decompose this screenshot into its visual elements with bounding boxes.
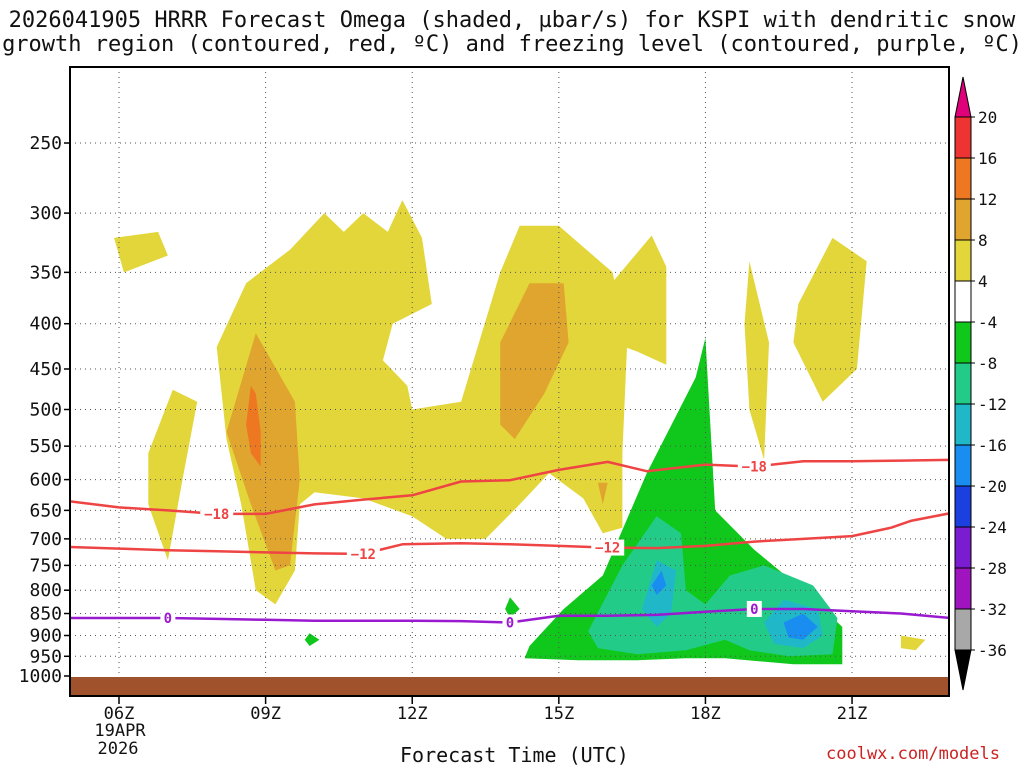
colorbar-label-4: 8	[978, 231, 988, 250]
contour-label--12-2: −12	[595, 541, 620, 557]
contour-label-bg--18-2	[737, 458, 771, 475]
contour-layer: −18 −18 −12 −12 0 0 0	[70, 458, 949, 631]
x-tick-label-18Z: 18Z	[690, 704, 721, 724]
x-tick-label-06Z: 06Z	[104, 704, 135, 724]
credit-text: coolwx.com/models	[826, 744, 1000, 764]
contour-label-0-3: 0	[750, 602, 758, 618]
contour-label-bg-0-1	[160, 610, 176, 627]
y-tick-label-600: 600	[29, 470, 62, 491]
colorbar-label-10: -20	[978, 477, 1007, 496]
y-tick-label-900: 900	[29, 625, 62, 646]
omega-region-10	[597, 482, 608, 505]
contour-label--18-1: −18	[204, 507, 229, 523]
colorbar-bin-11	[954, 526, 972, 569]
y-tick-label-650: 650	[29, 500, 62, 521]
colorbar-label-13: -32	[978, 600, 1007, 619]
colorbar-bin-6	[954, 321, 972, 364]
contour-label--12-1: −12	[351, 547, 376, 563]
omega-region-16	[641, 560, 677, 627]
x-axis: 06Z 09Z 12Z 15Z 18Z 21Z	[104, 696, 868, 724]
omega-region-6	[793, 237, 867, 402]
y-tick-label-450: 450	[29, 359, 62, 380]
omega-region-4	[602, 235, 667, 365]
y-tick-label-750: 750	[29, 555, 62, 576]
colorbar-bin-4	[954, 239, 972, 282]
chart-title-line-2: growth region (contoured, red, ºC) and f…	[2, 32, 1022, 57]
contour-label-0-2: 0	[506, 615, 514, 631]
x-tick-label-15Z: 15Z	[543, 704, 574, 724]
omega-region-1	[114, 231, 168, 273]
omega-shading-layer	[114, 200, 926, 665]
chart-title-line-1: 2026041905 HRRR Forecast Omega (shaded, …	[8, 8, 1016, 33]
colorbar-bin-8	[954, 403, 972, 446]
contour-label-bg-0-3	[746, 600, 762, 617]
contour-label-bg--12-2	[591, 539, 625, 556]
y-tick-label-550: 550	[29, 436, 62, 457]
plot-frame	[69, 66, 950, 697]
x-tick-label-21Z: 21Z	[837, 704, 868, 724]
colorbar: 20 16 12 8 4 -4 -8 -12 -16 -20 -24 -28 -32 -36	[954, 76, 1007, 691]
omega-region-9	[500, 283, 569, 440]
colorbar-bin-13	[954, 608, 972, 651]
ground-surface	[70, 677, 949, 696]
y-tick-label-950: 950	[29, 646, 62, 667]
omega-region-5	[744, 261, 769, 460]
y-tick-label-500: 500	[29, 400, 62, 421]
colorbar-bin-7	[954, 362, 972, 405]
colorbar-bin-12	[954, 567, 972, 610]
omega-region-18	[651, 570, 667, 595]
y-tick-label-850: 850	[29, 604, 62, 625]
colorbar-label-8: -12	[978, 395, 1007, 414]
omega-region-13	[505, 597, 520, 618]
colorbar-label-14: -36	[978, 641, 1007, 660]
colorbar-label-5: 4	[978, 272, 988, 291]
colorbar-bin-10	[954, 485, 972, 528]
contour-label--18-2: −18	[742, 460, 767, 476]
colorbar-bin-9	[954, 444, 972, 487]
x-tick-label-09Z: 09Z	[250, 704, 281, 724]
y-tick-label-800: 800	[29, 580, 62, 601]
y-axis: 2503003504004505005506006507007508008509…	[19, 133, 70, 687]
omega-region-11	[246, 385, 261, 467]
y-tick-label-700: 700	[29, 529, 62, 550]
y-tick-label-300: 300	[29, 203, 62, 224]
omega-region-14	[304, 633, 320, 646]
colorbar-over-arrow	[954, 76, 972, 118]
colorbar-bin-3	[954, 198, 972, 241]
colorbar-bin-2	[954, 157, 972, 200]
omega-region-7	[900, 635, 926, 651]
contour-label-bg--12-1	[346, 545, 380, 562]
colorbar-label-11: -24	[978, 518, 1007, 537]
date-label-line-1: 19APR	[94, 721, 146, 741]
colorbar-label-1: 20	[978, 108, 997, 127]
y-tick-label-1000: 1000	[19, 666, 62, 687]
x-tick-label-12Z: 12Z	[397, 704, 428, 724]
contour-label-bg-0-2	[502, 614, 518, 631]
x-axis-title: Forecast Time (UTC)	[400, 743, 629, 767]
contour-line--12	[70, 512, 949, 556]
date-label-line-2: 2026	[98, 739, 139, 759]
colorbar-under-arrow	[954, 649, 972, 691]
colorbar-bin-1	[954, 116, 972, 159]
y-tick-label-350: 350	[29, 262, 62, 283]
ground-layer	[70, 677, 949, 696]
omega-region-19	[783, 613, 818, 640]
colorbar-label-3: 12	[978, 190, 997, 209]
colorbar-label-6: -4	[978, 313, 997, 332]
colorbar-label-2: 16	[978, 149, 997, 168]
contour-label-0-1: 0	[164, 611, 172, 627]
y-tick-label-400: 400	[29, 314, 62, 335]
contour-label-bg--18-1	[200, 505, 234, 522]
colorbar-label-12: -28	[978, 559, 1007, 578]
y-tick-label-250: 250	[29, 133, 62, 154]
colorbar-label-7: -8	[978, 354, 997, 373]
colorbar-label-9: -16	[978, 436, 1007, 455]
omega-region-2	[148, 389, 198, 561]
colorbar-bin-5	[954, 280, 972, 323]
